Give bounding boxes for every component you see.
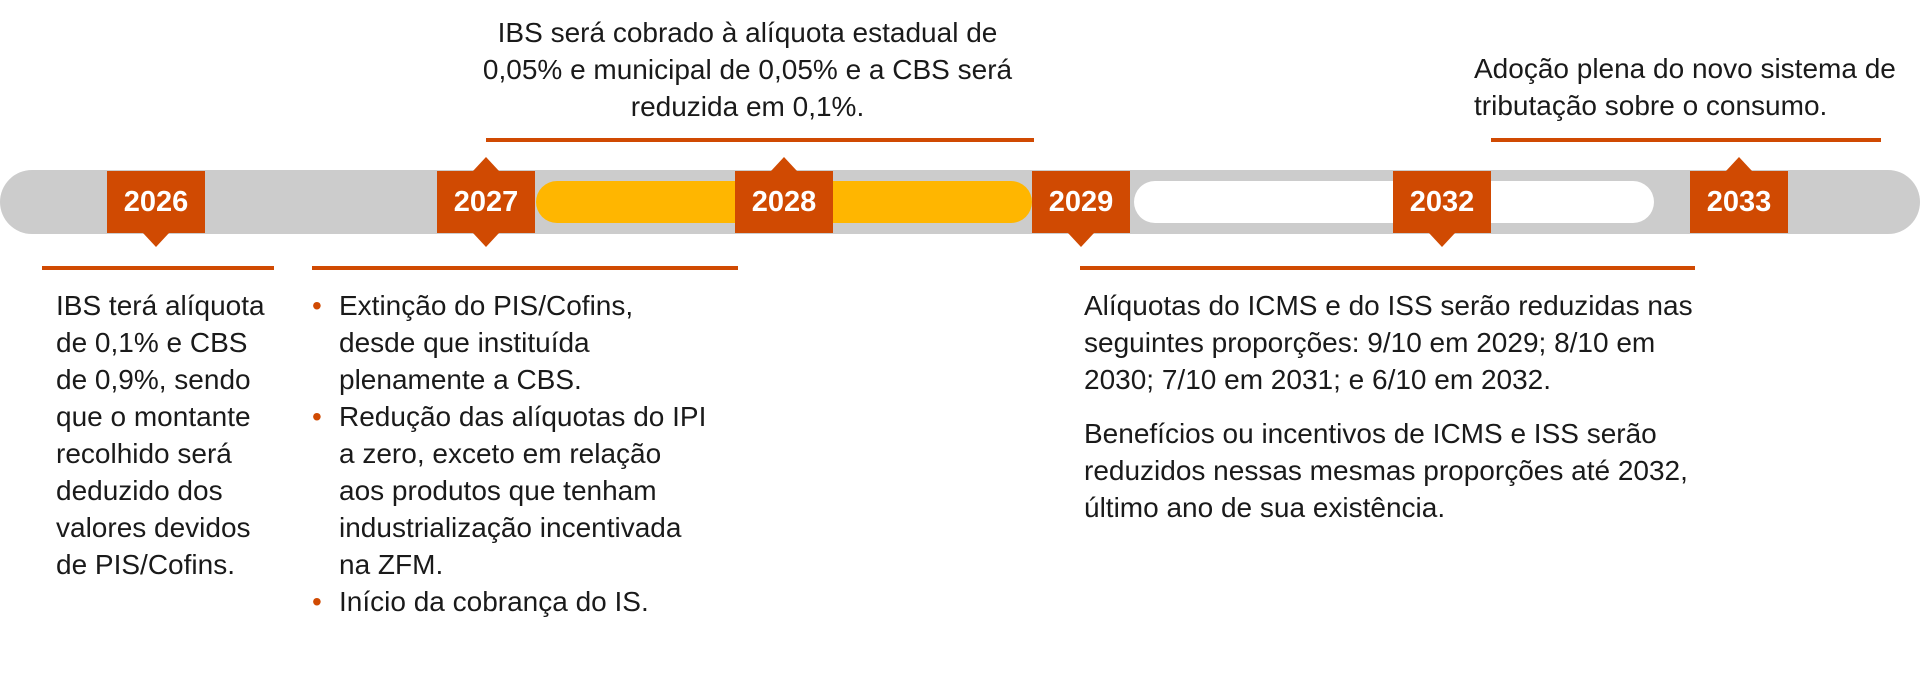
year-2026-marker: 2026 xyxy=(107,171,205,233)
note-2033-rule xyxy=(1491,138,1881,142)
year-2032-marker: 2032 xyxy=(1393,171,1491,233)
note-2029-2032-rule xyxy=(1080,266,1695,270)
note-2028: IBS será cobrado à alíquota estadual de … xyxy=(482,17,1013,122)
note-2033: Adoção plena do novo sistema de tributaç… xyxy=(1474,53,1896,121)
year-2027-marker: 2027 xyxy=(437,171,535,233)
note-2027-item: Redução das alíquotas do IPI a zero, exc… xyxy=(312,398,712,583)
year-2032-pointer xyxy=(1429,233,1455,247)
note-2027-list: Extinção do PIS/Cofins, desde que instit… xyxy=(312,287,712,620)
note-2029-2032: Alíquotas do ICMS e do ISS serão reduzid… xyxy=(1084,287,1724,526)
year-2033-pointer xyxy=(1726,157,1752,171)
year-2027-pointer-down xyxy=(473,233,499,247)
year-2029-pointer xyxy=(1068,233,1094,247)
note-2028-rule xyxy=(486,138,1034,142)
year-2027-pointer-up xyxy=(473,157,499,171)
year-2028-pointer xyxy=(771,157,797,171)
note-2029-2032-rates: Alíquotas do ICMS e do ISS serão reduzid… xyxy=(1084,290,1693,395)
year-2026-pointer xyxy=(143,233,169,247)
year-2028-marker: 2028 xyxy=(735,171,833,233)
note-2027-item: Extinção do PIS/Cofins, desde que instit… xyxy=(312,287,712,398)
note-2029-2032-benefits: Benefícios ou incentivos de ICMS e ISS s… xyxy=(1084,418,1688,523)
year-2029-marker: 2029 xyxy=(1032,171,1130,233)
note-2026: IBS terá alíquota de 0,1% e CBS de 0,9%,… xyxy=(56,290,265,580)
note-2027-item: Início da cobrança do IS. xyxy=(312,583,712,620)
year-2033-marker: 2033 xyxy=(1690,171,1788,233)
note-2027-rule xyxy=(312,266,738,270)
note-2026-rule xyxy=(42,266,274,270)
